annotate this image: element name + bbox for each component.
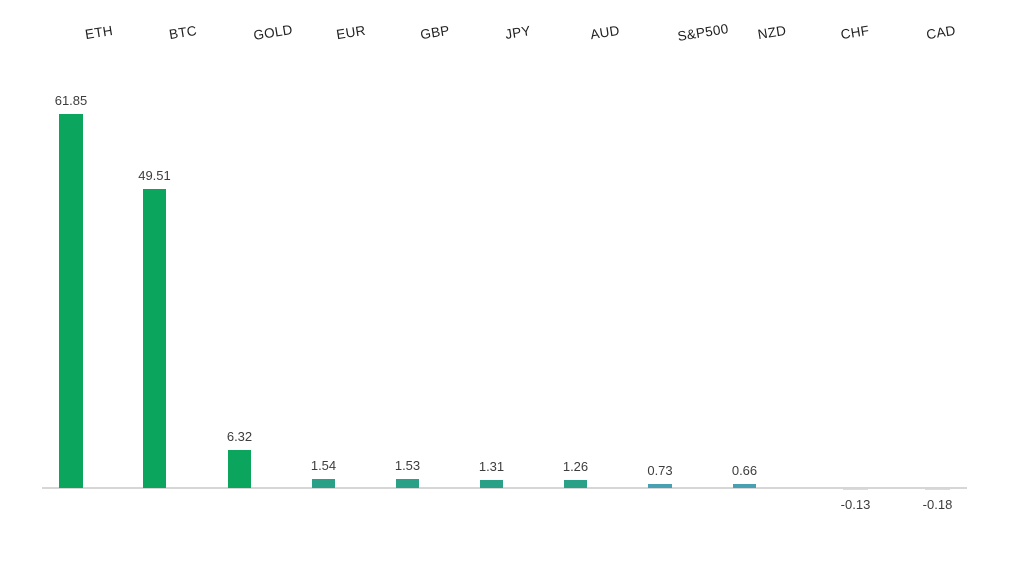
- bar-chf: [843, 489, 868, 490]
- bar-value-label: 0.73: [647, 463, 673, 478]
- bar-nzd: [733, 484, 756, 488]
- bar-eth: [59, 114, 83, 488]
- bar-value-label: 49.51: [138, 168, 171, 183]
- bar-eur: [312, 479, 335, 488]
- category-label: CHF: [839, 22, 871, 43]
- bar-sp500: [648, 484, 672, 488]
- category-label: AUD: [589, 22, 621, 43]
- x-axis-line: [42, 487, 967, 489]
- category-label: CAD: [925, 22, 957, 43]
- category-label: JPY: [504, 23, 532, 42]
- bar-value-label: 61.85: [54, 93, 88, 108]
- bar-value-label: -0.13: [840, 497, 871, 512]
- category-label: ETH: [84, 22, 114, 43]
- bar-value-label: 6.32: [226, 429, 253, 444]
- bar-jpy: [480, 480, 503, 488]
- bar-btc: [143, 189, 166, 488]
- bar-value-label: 0.66: [731, 463, 758, 478]
- bar-gbp: [396, 479, 419, 488]
- bar-value-label: 1.54: [310, 458, 337, 473]
- bar-cad: [925, 489, 950, 490]
- category-label: BTC: [168, 22, 198, 43]
- bar-aud: [564, 480, 587, 488]
- bar-value-label: 1.31: [478, 459, 505, 474]
- bar-value-label: 1.53: [394, 458, 421, 473]
- bar-value-label: 1.26: [562, 459, 589, 474]
- bar-gold: [228, 450, 251, 488]
- bar-value-label: -0.18: [922, 497, 953, 512]
